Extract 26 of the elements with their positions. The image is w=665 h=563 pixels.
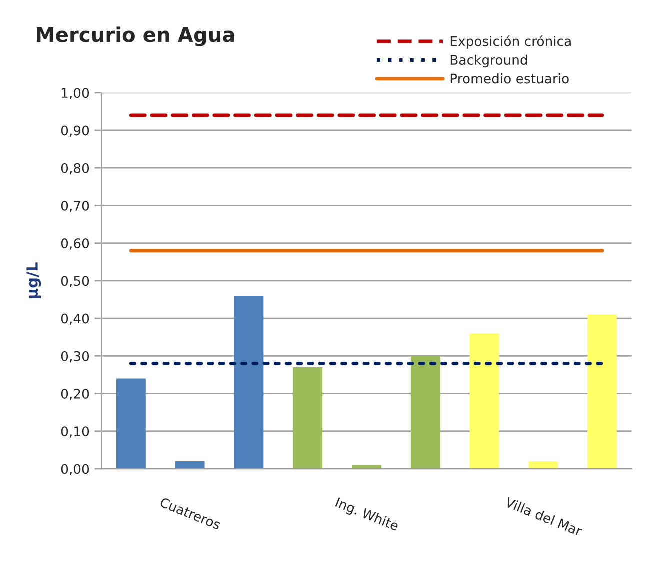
y-tick-label: 0,50 xyxy=(61,276,90,288)
y-tick-label: 0,10 xyxy=(61,426,90,438)
bar xyxy=(234,296,264,469)
bar xyxy=(410,356,440,469)
bar xyxy=(116,378,146,469)
y-tick-label: 0,90 xyxy=(61,126,90,138)
y-tick-label: 0,80 xyxy=(61,163,90,175)
bar xyxy=(293,367,323,469)
bar xyxy=(175,461,205,469)
bar xyxy=(528,461,558,469)
bar xyxy=(470,334,500,469)
y-tick-label: 0,20 xyxy=(61,388,90,400)
y-axis-title: µg/L xyxy=(26,262,42,298)
x-tick-label: Villa del Mar xyxy=(504,496,584,537)
y-tick-label: 0,60 xyxy=(61,238,90,250)
y-tick-label: 0,70 xyxy=(61,200,90,212)
legend-label: Background xyxy=(450,54,528,68)
bar xyxy=(352,465,382,469)
y-tick-label: 0,30 xyxy=(61,351,90,363)
chart-title: Mercurio en Agua xyxy=(37,26,234,46)
y-tick-label: 0,00 xyxy=(61,464,90,476)
bar xyxy=(588,314,618,469)
legend-label: Promedio estuario xyxy=(450,74,569,84)
y-tick-label: 1,00 xyxy=(62,88,90,100)
legend-label: Exposición crónica xyxy=(450,36,571,49)
y-tick-label: 0,40 xyxy=(61,314,90,326)
